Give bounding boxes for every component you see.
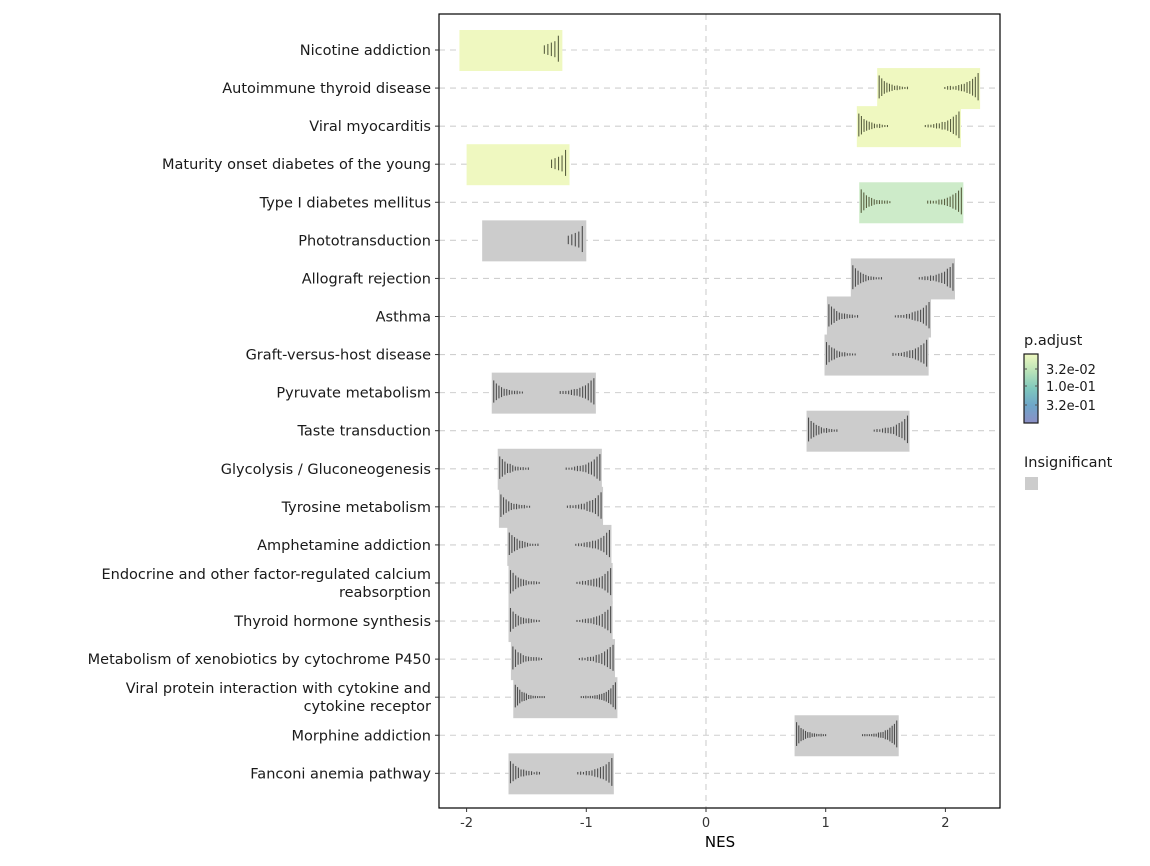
- pathway-label: Viral myocarditis: [309, 119, 431, 135]
- pathway-label: Thyroid hormone synthesis: [233, 614, 431, 630]
- colorbar-label: 1.0e-01: [1046, 380, 1096, 395]
- pathway-ridge: [824, 334, 929, 376]
- pathway-ridge: [510, 639, 616, 681]
- pathway-label: Nicotine addiction: [300, 43, 431, 59]
- pathway-label-line: cytokine receptor: [304, 699, 431, 715]
- pathway-label: Glycolysis / Gluconeogenesis: [221, 462, 431, 478]
- pathway-ridge: [859, 182, 964, 224]
- pathway-ridge: [513, 677, 618, 719]
- x-tick-label: 0: [702, 816, 710, 831]
- ridge-box: [482, 220, 587, 262]
- insignificant-legend-key: [1025, 477, 1038, 490]
- pathway-ridge: [507, 524, 612, 566]
- x-tick-label: 2: [941, 816, 949, 831]
- y-axis-labels: Nicotine addiction Autoimmune thyroid dis…: [88, 43, 439, 782]
- pathway-label: Asthma: [376, 309, 431, 325]
- pathway-label: Autoimmune thyroid disease: [222, 81, 431, 97]
- pathway-ridge: [498, 486, 604, 528]
- pathway-ridge: [850, 258, 955, 300]
- x-tick-label: -2: [460, 816, 473, 831]
- pathway-label: Fanconi anemia pathway: [250, 766, 431, 782]
- pathway-ridge: [877, 68, 981, 110]
- pathway-label: Taste transduction: [296, 424, 431, 440]
- pathway-label: Tyrosine metabolism: [281, 500, 431, 516]
- pathway-label: Phototransduction: [298, 233, 431, 249]
- plot-panel-border: [438, 13, 1001, 809]
- pathway-ridge: [508, 601, 613, 643]
- colorbar-title: p.adjust: [1024, 333, 1083, 349]
- legend: p.adjust 3.2e-02 1.0e-01 3.2e-01 Insignifi…: [1023, 333, 1113, 490]
- pathway-label-line: Viral protein interaction with cytokine …: [126, 681, 431, 697]
- pathway-ridge: [482, 220, 587, 262]
- pathway-ridge: [806, 410, 910, 452]
- pathway-label: Graft-versus-host disease: [246, 348, 432, 364]
- pathway-label: Morphine addiction: [291, 728, 431, 744]
- pathway-ridge: [508, 562, 613, 604]
- x-axis: -2 -1 0 1 2: [460, 808, 950, 831]
- pathway-ridge: [826, 296, 932, 338]
- x-tick-label: 1: [822, 816, 830, 831]
- pathway-label: Maturity onset diabetes of the young: [162, 157, 431, 173]
- pathway-label: Metabolism of xenobiotics by cytochrome …: [88, 652, 431, 668]
- colorbar-label: 3.2e-01: [1046, 399, 1096, 414]
- pathway-ridge: [497, 448, 602, 490]
- pathway-ridge: [491, 372, 596, 414]
- x-axis-title: NES: [705, 833, 735, 851]
- pathway-label: Allograft rejection: [302, 271, 431, 287]
- pathway-ridge: [459, 30, 563, 71]
- x-tick-label: -1: [580, 816, 593, 831]
- pathway-label: Amphetamine addiction: [257, 538, 431, 554]
- ridge-box: [466, 144, 570, 186]
- colorbar: [1023, 353, 1039, 424]
- pathway-label: Type I diabetes mellitus: [259, 195, 431, 211]
- pathway-label-line: reabsorption: [339, 585, 431, 601]
- pathway-ridge: [794, 715, 899, 757]
- pathway-ridge: [466, 144, 570, 186]
- pathway-ridge: [508, 753, 614, 795]
- ridge-box: [459, 30, 563, 71]
- pathway-ridge: [856, 106, 961, 148]
- colorbar-label: 3.2e-02: [1046, 363, 1096, 378]
- pathway-boxes: [459, 30, 981, 795]
- pathway-label-line: Endocrine and other factor-regulated cal…: [101, 567, 431, 583]
- insignificant-legend-title: Insignificant: [1024, 455, 1113, 471]
- pathway-label: Pyruvate metabolism: [276, 386, 431, 402]
